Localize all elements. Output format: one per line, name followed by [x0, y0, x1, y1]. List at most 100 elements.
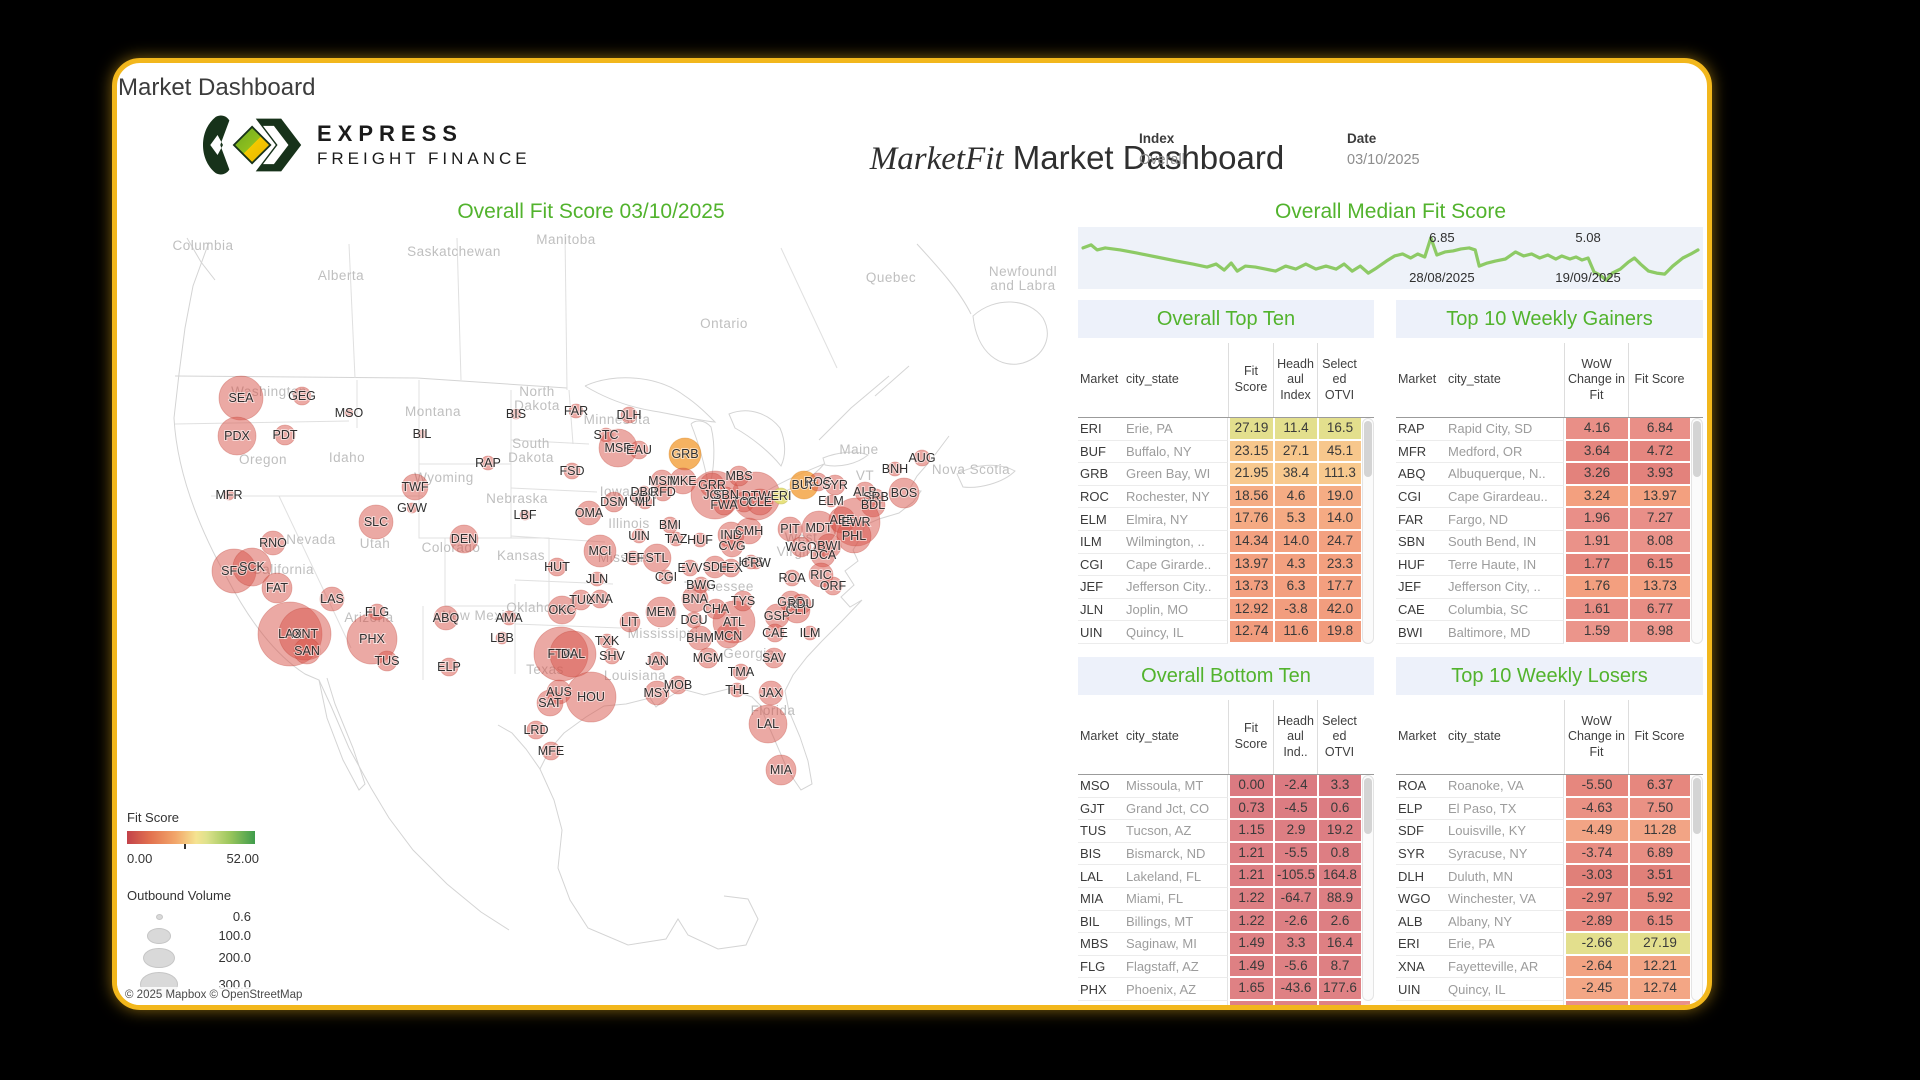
market-bubble-san[interactable]: [293, 637, 321, 665]
table-row[interactable]: ILM Wilmington, .. 14.34 14.0 24.7: [1078, 530, 1374, 554]
table-scrollbar[interactable]: [1691, 418, 1703, 644]
market-bubble-bil[interactable]: [417, 429, 427, 439]
scrollbar-thumb[interactable]: [1364, 778, 1372, 834]
market-bubble-oma[interactable]: [576, 500, 602, 526]
table-row[interactable]: XNA Fayetteville, AR -2.64 12.21: [1396, 955, 1703, 979]
table-row[interactable]: JLN Joplin, MO 12.92 -3.8 42.0: [1078, 598, 1374, 622]
column-header[interactable]: Market: [1080, 729, 1119, 744]
column-header[interactable]: city_state: [1448, 729, 1501, 744]
table-row[interactable]: ABQ Albuquerque, N.. 3.26 3.93: [1396, 463, 1703, 486]
column-header[interactable]: city_state: [1126, 372, 1179, 387]
market-bubble-lbb[interactable]: [495, 631, 509, 645]
market-bubble-wgo[interactable]: [790, 536, 812, 558]
table-row[interactable]: UIN Quincy, IL -2.45 12.74: [1396, 978, 1703, 1001]
table-row[interactable]: HUF Terre Haute, IN 1.77 6.15: [1396, 553, 1703, 577]
market-bubble-hut[interactable]: [547, 557, 567, 577]
market-bubble-fat[interactable]: [261, 572, 293, 604]
column-header[interactable]: Headhaul Ind..: [1273, 700, 1317, 774]
market-bubble-bis[interactable]: [510, 408, 522, 420]
table-row[interactable]: LAL Lakeland, FL 1.21 -105.5 164.8: [1078, 865, 1374, 888]
market-bubble-mbs[interactable]: [728, 465, 750, 487]
market-bubble-mli[interactable]: [637, 494, 653, 510]
market-bubble-bmi[interactable]: [661, 516, 679, 534]
column-header[interactable]: Selected OTVI: [1317, 700, 1361, 774]
market-bubble-mso[interactable]: [344, 408, 354, 418]
date-filter[interactable]: Date 03/10/2025: [1347, 131, 1420, 168]
market-bubble-elm[interactable]: [824, 494, 838, 508]
median-fit-line[interactable]: [1081, 236, 1700, 282]
market-bubble-uin[interactable]: [631, 528, 647, 544]
market-bubble-grr[interactable]: [699, 472, 725, 498]
table-row[interactable]: FLG Flagstaff, AZ 1.49 -5.6 8.7: [1078, 955, 1374, 979]
market-bubble-ilm[interactable]: [802, 625, 818, 641]
market-bubble-mci[interactable]: [583, 534, 617, 568]
table-row[interactable]: BWI Baltimore, MD 1.59 8.98: [1396, 621, 1703, 644]
market-bubble-tus[interactable]: [376, 650, 398, 672]
table-row[interactable]: CGI Cape Girarde.. 13.97 4.3 23.3: [1078, 553, 1374, 577]
market-bubble-rap[interactable]: [480, 455, 496, 471]
market-bubble-lex[interactable]: [721, 558, 741, 578]
column-header[interactable]: Selected OTVI: [1317, 343, 1361, 417]
table-row[interactable]: RAP Rapid City, SD 4.16 6.84: [1396, 418, 1703, 441]
market-bubble-jan[interactable]: [647, 651, 667, 671]
market-bubble-far[interactable]: [568, 403, 584, 419]
market-bubble-mem[interactable]: [645, 596, 677, 628]
market-bubble-dcu[interactable]: [685, 611, 703, 629]
market-bubble-tys[interactable]: [732, 590, 754, 612]
market-bubble-bnh[interactable]: [887, 461, 903, 477]
table-row[interactable]: CGI Cape Girardeau.. 3.24 13.97: [1396, 485, 1703, 509]
table-row[interactable]: MIA Miami, FL 1.22 -64.7 88.9: [1078, 887, 1374, 911]
column-header[interactable]: Market: [1398, 372, 1437, 387]
column-header[interactable]: Fit Score: [1628, 343, 1690, 417]
table-row[interactable]: GRB Green Bay, WI 21.95 38.4 111.3: [1078, 463, 1374, 486]
table-row[interactable]: ROC Rochester, NY 18.56 4.6 19.0: [1078, 485, 1374, 509]
table-row[interactable]: ALB Albany, NY -2.89 6.15: [1396, 910, 1703, 934]
us-market-map[interactable]: Columbia Alberta Saskatchewan Manitoba Ontar…: [117, 228, 1065, 1005]
market-bubble-cgi[interactable]: [658, 569, 674, 585]
table-row[interactable]: WGO Winchester, VA -2.97 5.92: [1396, 887, 1703, 911]
market-bubble-cha[interactable]: [705, 598, 727, 620]
market-bubble-sat[interactable]: [536, 689, 564, 717]
market-bubble-mfr[interactable]: [223, 489, 235, 501]
market-bubble-msy[interactable]: [644, 680, 670, 706]
market-bubble-rdu[interactable]: [790, 593, 812, 615]
market-bubble-crw[interactable]: [749, 556, 763, 570]
market-bubble-twf[interactable]: [401, 473, 429, 501]
market-bubble-pit[interactable]: [777, 516, 803, 542]
market-bubble-eri[interactable]: [772, 487, 790, 505]
table-row[interactable]: SYR Syracuse, NY -3.74 6.89: [1396, 842, 1703, 866]
column-header[interactable]: Fit Score: [1228, 343, 1273, 417]
market-bubble-dlh[interactable]: [620, 406, 638, 424]
table-scrollbar[interactable]: [1362, 775, 1374, 1001]
market-bubble-roa[interactable]: [783, 569, 801, 587]
table-row[interactable]: MBS Saginaw, MI 1.49 3.3 16.4: [1078, 933, 1374, 956]
market-bubble-dal[interactable]: [549, 630, 597, 678]
table-row[interactable]: BUF Buffalo, NY 23.15 27.1 45.1: [1078, 440, 1374, 464]
index-filter[interactable]: Index Overall: [1139, 131, 1185, 168]
market-bubble-mob[interactable]: [668, 675, 688, 695]
market-bubble-cae[interactable]: [765, 623, 785, 643]
market-bubble-orf[interactable]: [823, 576, 843, 596]
market-bubble-lbf[interactable]: [519, 509, 531, 521]
market-bubble-las[interactable]: [319, 586, 345, 612]
table-row[interactable]: GJT Grand Jct, CO 0.73 -4.5 0.6: [1078, 797, 1374, 821]
column-header[interactable]: Fit Score: [1228, 700, 1273, 774]
table-row[interactable]: DLH Duluth, MN -3.03 3.51: [1396, 865, 1703, 888]
table-row[interactable]: BIS Bismarck, ND 1.21 -5.5 0.8: [1078, 842, 1374, 866]
market-bubble-syr[interactable]: [824, 474, 846, 496]
table-row[interactable]: ERI Erie, PA 27.19 11.4 16.5: [1078, 418, 1374, 441]
market-bubble-tma[interactable]: [732, 663, 750, 681]
table-row[interactable]: BIL Billings, MT 1.22 -2.6 2.6: [1078, 910, 1374, 934]
table-row[interactable]: SDF Louisville, KY -4.49 11.28: [1396, 820, 1703, 843]
market-bubble-xna[interactable]: [590, 589, 610, 609]
market-bubble-dsm[interactable]: [603, 491, 625, 513]
market-bubble-okc[interactable]: [547, 595, 577, 625]
table-row[interactable]: JEF Jefferson City, .. 1.76 13.73: [1396, 576, 1703, 599]
table-scrollbar[interactable]: [1362, 418, 1374, 644]
column-header[interactable]: Market: [1398, 729, 1437, 744]
column-header[interactable]: Headhaul Index: [1273, 343, 1317, 417]
market-bubble-phl[interactable]: [836, 518, 872, 554]
column-header[interactable]: city_state: [1126, 729, 1179, 744]
scrollbar-thumb[interactable]: [1364, 421, 1372, 477]
market-bubble-lit[interactable]: [619, 611, 641, 633]
